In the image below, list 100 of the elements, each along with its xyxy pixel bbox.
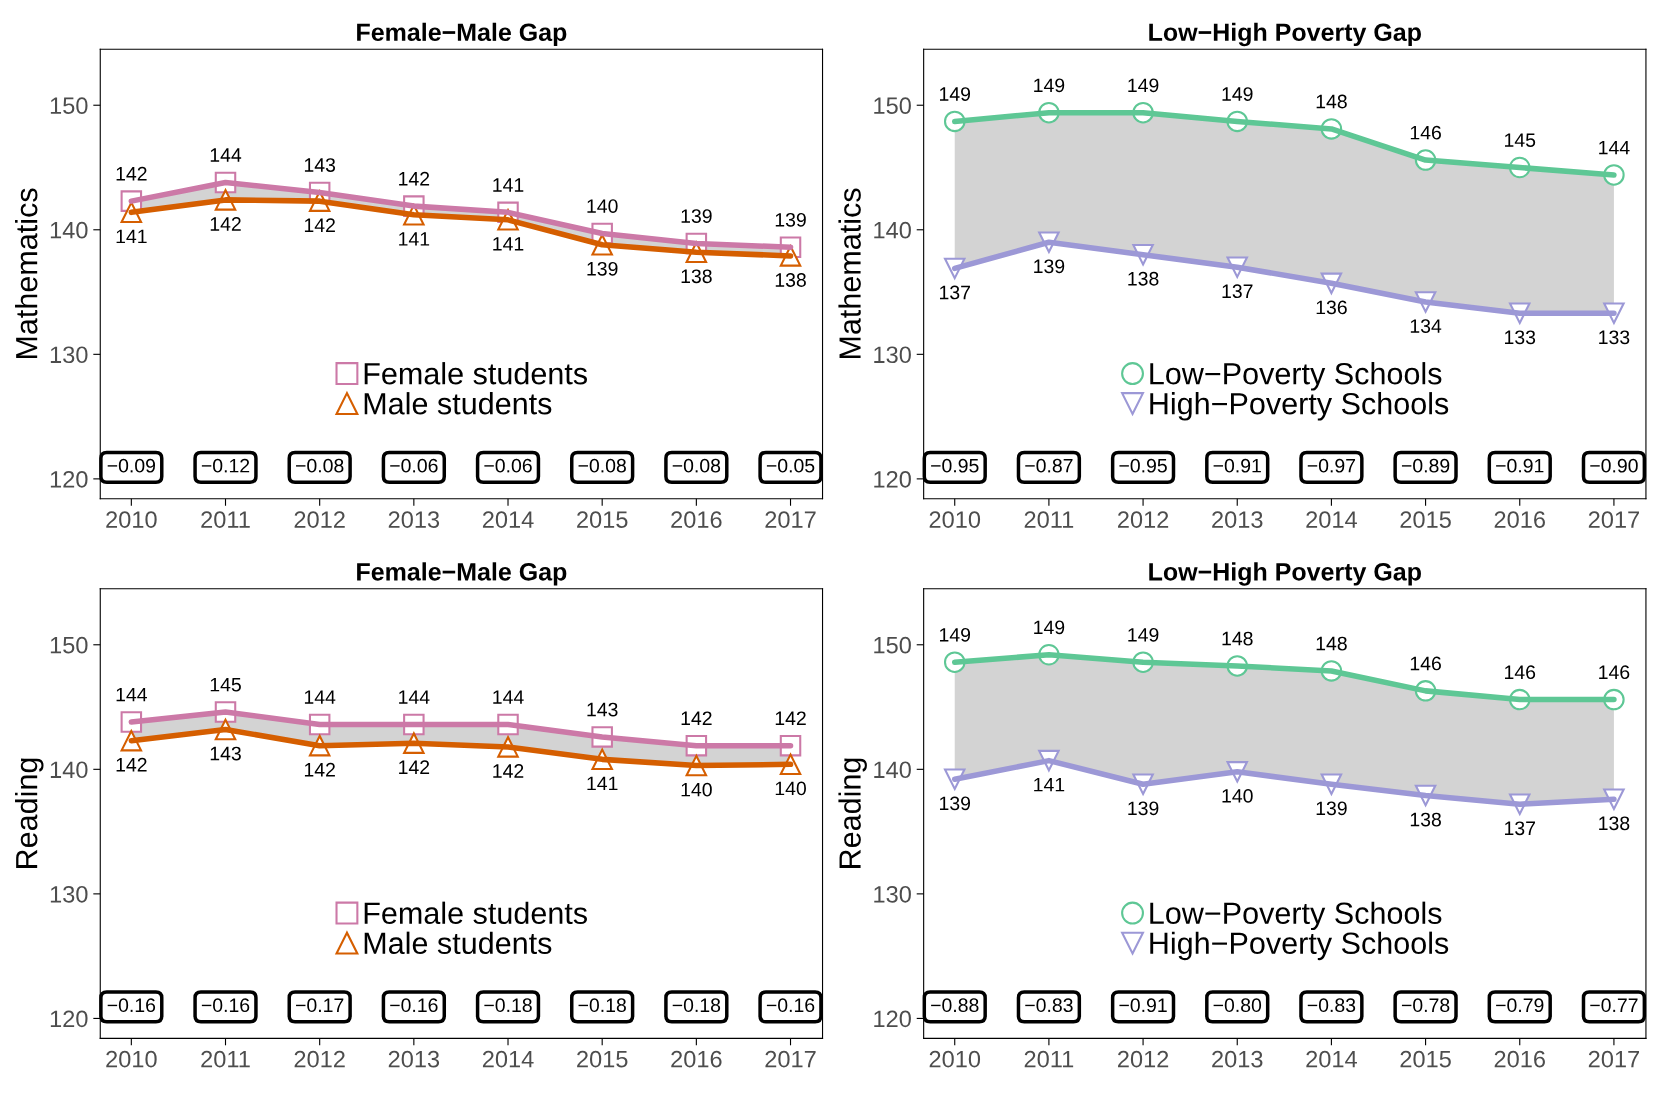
- x-tick-label: 2015: [577, 511, 628, 528]
- data-label: 144: [210, 148, 242, 162]
- data-label: 139: [775, 212, 806, 227]
- annotation: −0.79: [1496, 998, 1544, 1013]
- data-label: 141: [116, 229, 147, 244]
- annotation: −0.80: [1213, 998, 1262, 1013]
- legend-label: Female students: [364, 901, 587, 925]
- data-label: 140: [681, 782, 712, 797]
- x-tick-label: 2015: [577, 1050, 628, 1068]
- data-label: 141: [1034, 777, 1065, 792]
- data-label: 144: [116, 687, 147, 702]
- data-label: 149: [1034, 620, 1065, 635]
- y-tick-label: 120: [874, 1010, 911, 1028]
- data-label: 142: [304, 762, 335, 777]
- legend-label: Male students: [364, 931, 552, 955]
- annotation: −0.83: [1025, 998, 1073, 1013]
- data-label: 149: [1128, 78, 1159, 93]
- x-tick-label: 2012: [1118, 1050, 1169, 1068]
- annotation: −0.77: [1590, 998, 1638, 1013]
- data-label: 139: [1316, 801, 1347, 816]
- annotation: −0.09: [107, 458, 156, 473]
- annotation: −0.16: [766, 998, 815, 1013]
- data-label: 137: [940, 285, 970, 300]
- data-label: 142: [116, 757, 147, 772]
- annotation: −0.08: [578, 458, 626, 473]
- data-label: 140: [1222, 789, 1253, 803]
- x-tick-label: 2010: [106, 1050, 157, 1068]
- data-label: 140: [775, 781, 806, 796]
- legend-label: Low−Poverty Schools: [1150, 362, 1442, 391]
- x-tick-label: 2013: [388, 511, 440, 528]
- x-tick-label: 2015: [1400, 1050, 1451, 1068]
- data-label: 146: [1410, 125, 1441, 140]
- data-label: 141: [587, 776, 618, 791]
- data-label: 148: [1316, 636, 1347, 651]
- x-tick-label: 2014: [482, 511, 534, 528]
- data-label: 139: [940, 796, 971, 811]
- data-label: 139: [587, 261, 618, 276]
- data-label: 138: [775, 273, 806, 287]
- data-label: 148: [1222, 631, 1253, 646]
- y-axis-title: Reading: [838, 758, 867, 868]
- data-label: 139: [1034, 259, 1065, 274]
- data-label: 143: [587, 702, 618, 717]
- x-tick-label: 2017: [1588, 511, 1639, 528]
- x-tick-label: 2016: [1494, 1050, 1545, 1068]
- annotation: −0.87: [1025, 458, 1073, 473]
- data-label: 145: [210, 677, 241, 692]
- data-label: 138: [681, 269, 712, 284]
- data-label: 144: [399, 690, 430, 704]
- data-label: 141: [399, 232, 430, 246]
- annotation: −0.16: [390, 998, 438, 1013]
- x-tick-label: 2017: [1588, 1050, 1639, 1068]
- data-label: 149: [1222, 87, 1253, 101]
- data-label: 143: [210, 746, 241, 761]
- data-label: 139: [1128, 801, 1159, 816]
- data-label: 142: [399, 760, 430, 774]
- y-tick-label: 150: [874, 97, 911, 115]
- data-label: 144: [493, 690, 524, 704]
- y-axis-title: Reading: [15, 758, 44, 868]
- data-label: 142: [304, 218, 335, 232]
- data-label: 141: [493, 237, 524, 251]
- data-label: 145: [1505, 133, 1536, 147]
- chart-title: Low−High Poverty Gap: [1149, 562, 1421, 586]
- data-label: 136: [1316, 300, 1347, 315]
- data-label: 149: [1128, 627, 1159, 642]
- annotation: −0.88: [931, 998, 979, 1013]
- annotation: −0.08: [672, 458, 721, 473]
- x-tick-label: 2015: [1400, 511, 1451, 528]
- data-label: 146: [1505, 665, 1536, 680]
- chart-title: Low−High Poverty Gap: [1149, 22, 1421, 47]
- x-tick-label: 2010: [106, 511, 157, 528]
- y-tick-label: 130: [50, 885, 88, 903]
- annotation: −0.95: [931, 458, 979, 473]
- annotation: −0.91: [1213, 458, 1261, 473]
- annotation: −0.91: [1496, 458, 1544, 473]
- x-tick-label: 2010: [929, 1050, 981, 1068]
- annotation: −0.89: [1401, 458, 1450, 473]
- data-label: 138: [1599, 816, 1630, 831]
- data-label: 140: [587, 199, 618, 214]
- data-label: 149: [940, 87, 971, 101]
- data-label: 146: [1599, 665, 1630, 680]
- x-tick-label: 2014: [1306, 1050, 1357, 1068]
- y-tick-label: 120: [50, 470, 88, 488]
- y-tick-label: 150: [50, 636, 88, 654]
- y-tick-label: 130: [50, 346, 88, 364]
- x-tick-label: 2012: [294, 511, 345, 528]
- x-tick-label: 2016: [671, 1050, 722, 1068]
- x-tick-label: 2014: [1306, 511, 1357, 528]
- data-label: 139: [681, 209, 712, 223]
- x-tick-label: 2011: [201, 1050, 250, 1068]
- annotation: −0.97: [1307, 458, 1356, 473]
- x-tick-label: 2012: [294, 1050, 345, 1068]
- data-label: 133: [1599, 330, 1630, 345]
- annotation: −0.16: [201, 998, 250, 1013]
- x-tick-label: 2014: [482, 1050, 534, 1068]
- data-label: 142: [116, 166, 147, 181]
- x-tick-label: 2010: [929, 511, 981, 528]
- y-tick-label: 150: [50, 97, 88, 115]
- annotation: −0.06: [484, 458, 532, 473]
- data-label: 142: [210, 217, 241, 231]
- annotation: −0.78: [1401, 998, 1450, 1013]
